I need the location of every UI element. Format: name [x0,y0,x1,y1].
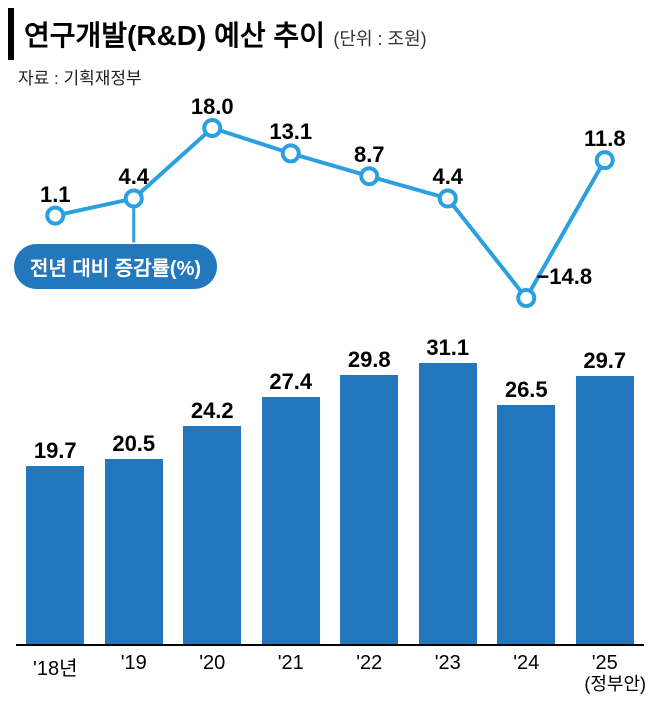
bar-value-label: 31.1 [426,335,469,361]
chart-title: 연구개발(R&D) 예산 추이 [24,20,325,51]
bar [340,375,398,644]
chart-area: (정부안) 19.7'18년20.5'1924.2'2027.4'2129.8'… [10,98,650,698]
line-value-label: −14.8 [536,264,592,290]
line-value-label: 4.4 [118,164,149,190]
x-axis-label: '21 [278,652,304,675]
line-marker [47,208,63,224]
line-marker [204,120,220,136]
bar [105,459,163,644]
line-marker [518,290,534,306]
x-axis-label: '18년 [33,652,77,681]
x-axis-label: '23 [435,652,461,675]
line-marker [361,168,377,184]
x-axis-label: '20 [199,652,225,675]
bar [26,466,84,644]
bar [183,426,241,644]
bar-value-label: 26.5 [505,377,548,403]
line-value-label: 11.8 [584,126,626,152]
bar-value-label: 20.5 [112,431,155,457]
line-marker [126,190,142,206]
bar [576,376,634,644]
line-value-label: 4.4 [432,164,463,190]
line-value-label: 13.1 [269,119,312,145]
source-line: 자료 : 기획재정부 [18,64,660,89]
bar [262,397,320,644]
title-bar: 연구개발(R&D) 예산 추이 (단위 : 조원) [8,8,660,60]
line-marker [283,145,299,161]
bar-value-label: 19.7 [34,438,77,464]
bar-value-label: 27.4 [269,369,312,395]
line-value-label: 8.7 [354,142,385,168]
chart-unit: (단위 : 조원) [333,29,426,49]
x-axis-label: '22 [356,652,382,675]
legend-bubble: 전년 대비 증감률(%) [14,244,217,289]
bar-value-label: 24.2 [191,398,234,424]
x-axis-label: '19 [121,652,147,675]
x-axis-label: '24 [513,652,539,675]
bar-value-label: 29.7 [583,348,626,374]
bar [419,363,477,644]
line-marker [440,190,456,206]
bar [497,405,555,644]
line-value-label: 18.0 [191,94,234,120]
line-marker [597,152,613,168]
x-axis-label: '25 [592,652,618,675]
line-value-label: 1.1 [40,182,71,208]
bar-value-label: 29.8 [348,347,391,373]
